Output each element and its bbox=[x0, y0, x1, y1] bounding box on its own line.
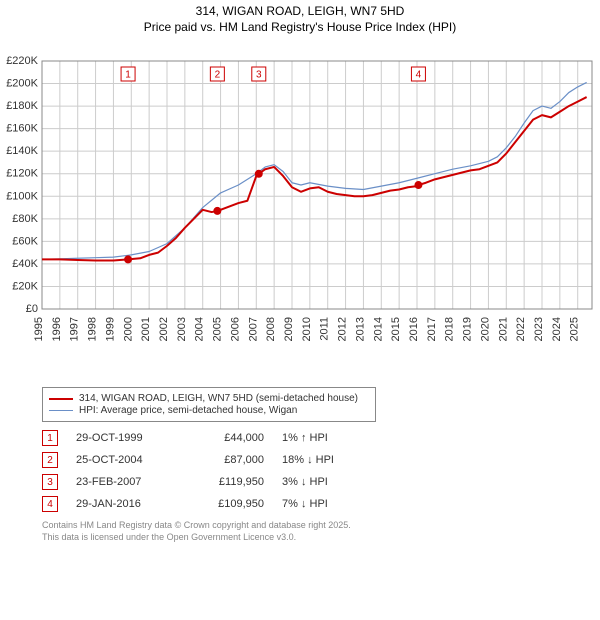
tx-date: 29-OCT-1999 bbox=[76, 432, 176, 444]
svg-text:2021: 2021 bbox=[497, 317, 509, 341]
svg-text:£20K: £20K bbox=[12, 281, 38, 293]
svg-text:2005: 2005 bbox=[212, 317, 224, 341]
chart-svg: £0 £20K £40K £60K £80K £100K £120K £140K £160K £1… bbox=[0, 41, 600, 381]
svg-text:4: 4 bbox=[416, 70, 422, 81]
legend: 314, WIGAN ROAD, LEIGH, WN7 5HD (semi-de… bbox=[42, 387, 376, 422]
title-line1: 314, WIGAN ROAD, LEIGH, WN7 5HD bbox=[0, 4, 600, 20]
transaction-row: 1 29-OCT-1999 £44,000 1% ↑ HPI bbox=[42, 430, 600, 446]
svg-text:1999: 1999 bbox=[104, 317, 116, 341]
transaction-row: 4 29-JAN-2016 £109,950 7% ↓ HPI bbox=[42, 496, 600, 512]
svg-text:2000: 2000 bbox=[122, 317, 134, 341]
svg-text:2018: 2018 bbox=[444, 317, 456, 341]
svg-text:2023: 2023 bbox=[533, 317, 545, 341]
tx-marker: 1 bbox=[42, 430, 58, 446]
svg-text:£140K: £140K bbox=[6, 145, 38, 157]
footer-line1: Contains HM Land Registry data © Crown c… bbox=[42, 520, 600, 532]
svg-text:1998: 1998 bbox=[87, 317, 99, 341]
tx-marker: 3 bbox=[42, 474, 58, 490]
svg-text:£60K: £60K bbox=[12, 236, 38, 248]
footer-line2: This data is licensed under the Open Gov… bbox=[42, 532, 600, 544]
chart-plot: £0 £20K £40K £60K £80K £100K £120K £140K £160K £1… bbox=[0, 41, 600, 381]
legend-swatch bbox=[49, 410, 73, 411]
tx-price: £87,000 bbox=[194, 454, 264, 466]
svg-text:£220K: £220K bbox=[6, 55, 38, 67]
svg-text:2: 2 bbox=[215, 70, 221, 81]
tx-date: 25-OCT-2004 bbox=[76, 454, 176, 466]
svg-text:1: 1 bbox=[125, 70, 131, 81]
transaction-row: 3 23-FEB-2007 £119,950 3% ↓ HPI bbox=[42, 474, 600, 490]
tx-pct: 1% ↑ HPI bbox=[282, 432, 392, 444]
legend-item: 314, WIGAN ROAD, LEIGH, WN7 5HD (semi-de… bbox=[49, 393, 369, 404]
tx-date: 29-JAN-2016 bbox=[76, 498, 176, 510]
svg-text:2019: 2019 bbox=[462, 317, 474, 341]
svg-text:2009: 2009 bbox=[283, 317, 295, 341]
svg-text:2012: 2012 bbox=[337, 317, 349, 341]
svg-text:2016: 2016 bbox=[408, 317, 420, 341]
svg-text:2011: 2011 bbox=[319, 317, 331, 341]
svg-text:1997: 1997 bbox=[69, 317, 81, 341]
legend-swatch bbox=[49, 398, 73, 400]
svg-text:£200K: £200K bbox=[6, 78, 38, 90]
svg-text:2020: 2020 bbox=[479, 317, 491, 341]
chart-container: 314, WIGAN ROAD, LEIGH, WN7 5HD Price pa… bbox=[0, 0, 600, 544]
transactions-table: 1 29-OCT-1999 £44,000 1% ↑ HPI 2 25-OCT-2004 £… bbox=[42, 430, 600, 512]
tx-price: £44,000 bbox=[194, 432, 264, 444]
svg-text:2014: 2014 bbox=[372, 317, 384, 341]
svg-text:£100K: £100K bbox=[6, 190, 38, 202]
svg-text:£120K: £120K bbox=[6, 168, 38, 180]
svg-text:£180K: £180K bbox=[6, 100, 38, 112]
svg-text:2006: 2006 bbox=[229, 317, 241, 341]
legend-label: 314, WIGAN ROAD, LEIGH, WN7 5HD (semi-de… bbox=[79, 393, 358, 404]
svg-text:1996: 1996 bbox=[51, 317, 63, 341]
footer: Contains HM Land Registry data © Crown c… bbox=[42, 520, 600, 543]
svg-text:2008: 2008 bbox=[265, 317, 277, 341]
tx-pct: 18% ↓ HPI bbox=[282, 454, 392, 466]
svg-text:£0: £0 bbox=[26, 303, 38, 315]
svg-text:2010: 2010 bbox=[301, 317, 313, 341]
legend-label: HPI: Average price, semi-detached house,… bbox=[79, 405, 297, 416]
title-line2: Price paid vs. HM Land Registry's House … bbox=[0, 20, 600, 36]
svg-text:2004: 2004 bbox=[194, 317, 206, 341]
tx-date: 23-FEB-2007 bbox=[76, 476, 176, 488]
svg-text:2015: 2015 bbox=[390, 317, 402, 341]
tx-marker: 2 bbox=[42, 452, 58, 468]
svg-text:2007: 2007 bbox=[247, 317, 259, 341]
svg-text:2002: 2002 bbox=[158, 317, 170, 341]
svg-text:3: 3 bbox=[256, 70, 262, 81]
svg-text:2013: 2013 bbox=[354, 317, 366, 341]
tx-price: £119,950 bbox=[194, 476, 264, 488]
svg-text:£80K: £80K bbox=[12, 213, 38, 225]
tx-price: £109,950 bbox=[194, 498, 264, 510]
legend-item: HPI: Average price, semi-detached house,… bbox=[49, 405, 369, 416]
svg-text:£40K: £40K bbox=[12, 258, 38, 270]
tx-marker: 4 bbox=[42, 496, 58, 512]
svg-text:2022: 2022 bbox=[515, 317, 527, 341]
svg-text:2003: 2003 bbox=[176, 317, 188, 341]
chart-title: 314, WIGAN ROAD, LEIGH, WN7 5HD Price pa… bbox=[0, 0, 600, 35]
svg-text:2024: 2024 bbox=[551, 317, 563, 341]
svg-text:1995: 1995 bbox=[33, 317, 45, 341]
svg-text:2017: 2017 bbox=[426, 317, 438, 341]
svg-text:2001: 2001 bbox=[140, 317, 152, 341]
transaction-row: 2 25-OCT-2004 £87,000 18% ↓ HPI bbox=[42, 452, 600, 468]
tx-pct: 7% ↓ HPI bbox=[282, 498, 392, 510]
svg-text:2025: 2025 bbox=[569, 317, 581, 341]
tx-pct: 3% ↓ HPI bbox=[282, 476, 392, 488]
svg-text:£160K: £160K bbox=[6, 123, 38, 135]
